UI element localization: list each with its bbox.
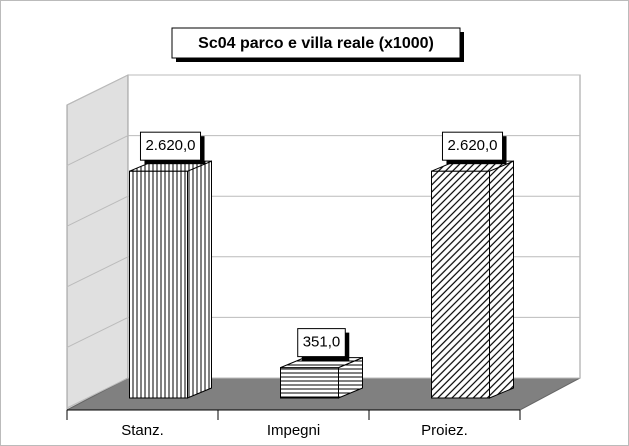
value-label: 2.620,0 <box>145 137 195 154</box>
side-grid-line <box>66 135 129 167</box>
side-grid-line <box>66 316 129 348</box>
bar-front <box>431 170 490 399</box>
value-label: 351,0 <box>303 334 341 351</box>
x-tick-label: Stanz. <box>121 422 164 439</box>
side-wall <box>66 74 129 411</box>
value-label-box <box>441 131 504 161</box>
side-grid-line <box>66 74 129 106</box>
chart-title: Sc04 parco e villa reale (x1000) <box>198 35 434 52</box>
bar <box>280 356 363 399</box>
bar <box>129 160 212 399</box>
bar <box>431 160 514 399</box>
bar-front <box>280 367 339 399</box>
bar-front <box>129 170 188 399</box>
bar-side <box>489 160 514 399</box>
side-grid-line <box>66 256 129 288</box>
value-label-box <box>297 328 346 358</box>
title-box <box>171 27 461 59</box>
value-label: 2.620,0 <box>447 137 497 154</box>
x-tick-label: Impegni <box>267 422 320 439</box>
bar-side <box>187 160 212 399</box>
value-label-box <box>139 131 202 161</box>
side-grid-line <box>66 377 129 409</box>
x-tick-label: Proiez. <box>421 422 468 439</box>
side-grid-line <box>66 195 129 227</box>
